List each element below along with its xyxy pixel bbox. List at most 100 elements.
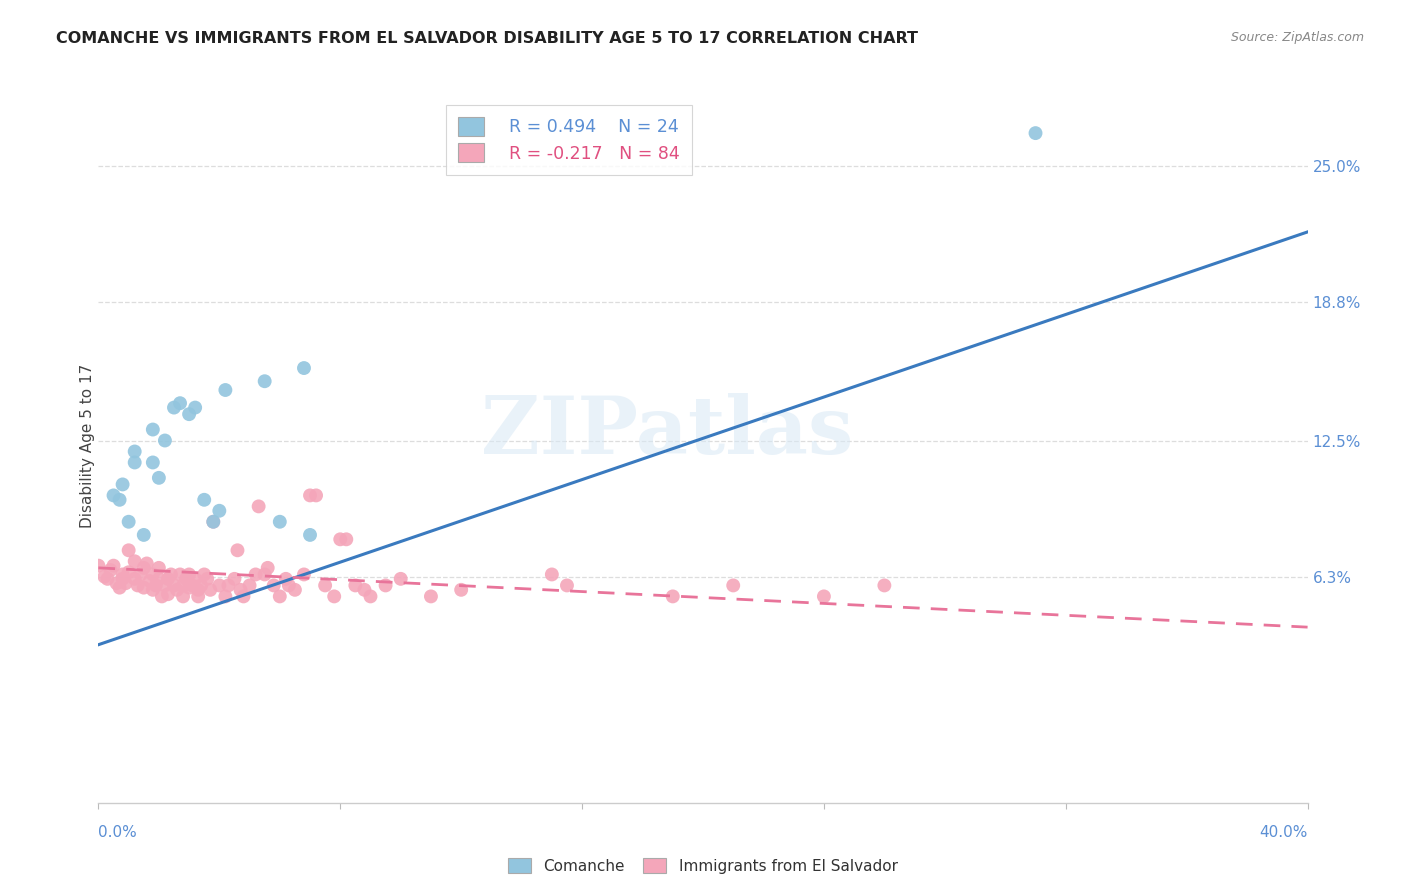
Point [187,590,209,604]
Point [374,578,396,592]
Point [217,578,239,592]
Point [111,567,134,582]
Point [153,434,176,448]
Point [129,567,152,582]
Point [314,578,336,592]
Point [256,561,278,575]
Point [723,578,745,592]
Point [172,590,194,604]
Point [163,401,186,415]
Point [124,554,146,568]
Point [540,567,562,582]
Point [135,557,157,571]
Point [103,488,125,502]
Point [253,374,276,388]
Point [184,401,207,415]
Point [181,578,204,592]
Point [124,455,146,469]
Point [166,582,188,597]
Point [118,543,141,558]
Point [274,572,297,586]
Point [156,587,179,601]
Text: 0.0%: 0.0% [98,825,138,840]
Point [87,558,110,573]
Point [335,533,357,547]
Point [360,590,382,604]
Point [202,515,225,529]
Point [662,590,685,604]
Point [214,590,236,604]
Y-axis label: Disability Age 5 to 17: Disability Age 5 to 17 [80,364,94,528]
Point [450,582,472,597]
Point [224,572,246,586]
Point [187,582,209,597]
Point [229,582,252,597]
Point [132,528,155,542]
Point [1024,126,1046,140]
Point [269,515,291,529]
Point [153,578,176,592]
Point [169,567,191,582]
Point [169,396,191,410]
Point [263,578,285,592]
Text: Source: ZipAtlas.com: Source: ZipAtlas.com [1230,31,1364,45]
Point [195,572,218,586]
Point [208,578,231,592]
Point [172,578,194,592]
Point [420,590,443,604]
Point [284,582,307,597]
Point [108,492,131,507]
Point [111,572,134,586]
Point [142,582,165,597]
Point [329,533,352,547]
Legend: Comanche, Immigrants from El Salvador: Comanche, Immigrants from El Salvador [502,852,904,880]
Point [156,572,179,586]
Point [208,504,231,518]
Point [389,572,412,586]
Point [813,590,835,604]
Point [344,578,367,592]
Text: ZIPatlas: ZIPatlas [481,392,853,471]
Point [142,567,165,582]
Point [226,543,249,558]
Point [174,572,197,586]
Point [323,590,346,604]
Point [163,578,186,592]
Point [150,590,173,604]
Point [132,561,155,575]
Point [124,572,146,586]
Point [239,578,262,592]
Point [148,561,170,575]
Point [202,515,225,529]
Point [124,444,146,458]
Point [145,578,167,592]
Point [247,500,270,514]
Point [111,477,134,491]
Legend:   R = 0.494    N = 24,   R = -0.217   N = 84: R = 0.494 N = 24, R = -0.217 N = 84 [446,105,692,175]
Point [132,581,155,595]
Point [105,576,128,591]
Point [292,567,315,582]
Point [292,361,315,376]
Point [253,567,276,582]
Point [555,578,578,592]
Point [127,578,149,592]
Point [148,572,170,586]
Point [190,578,212,592]
Point [93,569,115,583]
Point [269,590,291,604]
Point [96,572,118,586]
Text: COMANCHE VS IMMIGRANTS FROM EL SALVADOR DISABILITY AGE 5 TO 17 CORRELATION CHART: COMANCHE VS IMMIGRANTS FROM EL SALVADOR … [56,31,918,46]
Point [299,488,322,502]
Point [277,578,299,592]
Point [214,383,236,397]
Point [353,582,375,597]
Point [179,567,201,582]
Point [118,515,141,529]
Point [193,492,215,507]
Point [200,582,222,597]
Point [179,581,201,595]
Point [232,590,254,604]
Point [139,574,162,588]
Point [142,455,165,469]
